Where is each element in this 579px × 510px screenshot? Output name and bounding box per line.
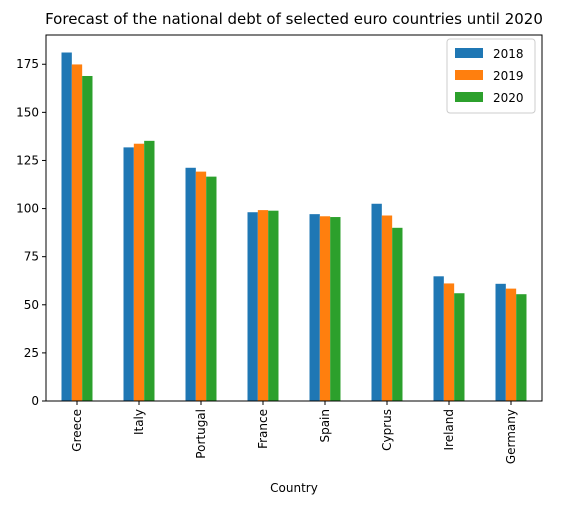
legend-swatch-2020 xyxy=(455,92,483,102)
x-tick-label-italy: Italy xyxy=(132,409,146,435)
legend-label-2018: 2018 xyxy=(493,47,524,61)
x-tick-label-france: France xyxy=(256,409,270,449)
bar-portugal-2019 xyxy=(195,171,207,401)
bar-france-2020 xyxy=(268,210,279,401)
bar-greece-2019 xyxy=(71,64,83,401)
x-tick-label-spain: Spain xyxy=(318,409,332,443)
legend: 2018 2019 2020 xyxy=(446,38,536,114)
bar-france-2019 xyxy=(257,210,269,401)
x-tick-label-cyprus: Cyprus xyxy=(380,409,394,451)
y-tick-label: 100 xyxy=(16,202,39,216)
legend-swatch-2019 xyxy=(455,70,483,80)
bar-spain-2020 xyxy=(330,217,341,401)
x-axis-label: Country xyxy=(270,481,318,495)
bar-germany-2020 xyxy=(516,294,527,401)
x-tick-label-ireland: Ireland xyxy=(442,409,456,451)
x-tick-label-germany: Germany xyxy=(504,409,518,464)
y-tick-label: 125 xyxy=(16,153,39,167)
x-axis: Greece Italy Portugal France Spain Cyprus Irel… xyxy=(70,401,518,464)
bar-spain-2019 xyxy=(319,216,331,401)
bar-cyprus-2019 xyxy=(381,215,393,401)
bar-portugal-2020 xyxy=(206,176,217,401)
x-tick-label-portugal: Portugal xyxy=(194,409,208,459)
bar-ireland-2018 xyxy=(433,276,444,401)
bar-greece-2020 xyxy=(82,75,93,402)
legend-swatch-2018 xyxy=(455,48,483,58)
bar-italy-2018 xyxy=(123,147,134,401)
bar-ireland-2019 xyxy=(443,283,455,401)
bar-spain-2018 xyxy=(309,214,320,401)
y-tick-label: 0 xyxy=(31,394,39,408)
bar-greece-2018 xyxy=(61,52,72,401)
bar-cyprus-2018 xyxy=(371,203,382,401)
bar-ireland-2020 xyxy=(454,293,465,401)
bar-france-2018 xyxy=(247,212,258,401)
y-tick-label: 75 xyxy=(24,250,39,264)
legend-label-2020: 2020 xyxy=(493,91,524,105)
bar-italy-2020 xyxy=(144,140,155,401)
bar-portugal-2018 xyxy=(185,167,196,401)
bars-group xyxy=(61,52,527,402)
y-tick-label: 50 xyxy=(24,298,39,312)
y-tick-label: 150 xyxy=(16,105,39,119)
legend-label-2019: 2019 xyxy=(493,69,524,83)
bar-germany-2019 xyxy=(505,288,517,401)
chart-title: Forecast of the national debt of selecte… xyxy=(45,10,543,28)
x-tick-label-greece: Greece xyxy=(70,409,84,452)
y-tick-label: 175 xyxy=(16,57,39,71)
bar-italy-2019 xyxy=(133,143,145,401)
y-axis: 0 25 50 75 100 125 150 175 xyxy=(16,57,46,408)
plot-frame xyxy=(45,34,543,402)
bar-cyprus-2020 xyxy=(392,227,403,401)
y-tick-label: 25 xyxy=(24,346,39,360)
bar-germany-2018 xyxy=(495,283,506,401)
